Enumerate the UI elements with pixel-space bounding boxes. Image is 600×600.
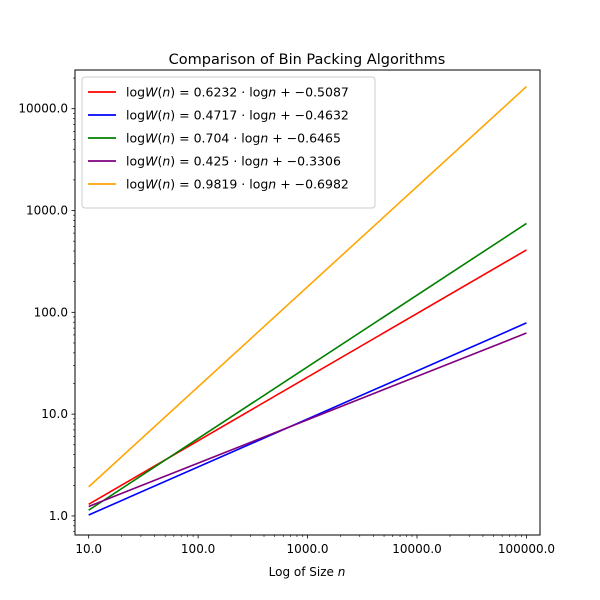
x-tick-label: 100000.0 — [498, 542, 555, 556]
y-tick-label: 10000.0 — [18, 102, 68, 116]
y-tick-label: 1000.0 — [26, 204, 68, 218]
x-tick-label: 100.0 — [181, 542, 215, 556]
legend-label-1: logW(n) = 0.6232 · logn + −0.5087 — [126, 85, 349, 100]
legend-label-3: logW(n) = 0.704 · logn + −0.6465 — [126, 131, 341, 146]
legend-box — [81, 76, 376, 209]
x-axis-label-variable: n — [338, 565, 346, 579]
series-line-4 — [88, 332, 527, 508]
y-axis-ticks: 1.0 10.0 100.0 1000.0 10000.0 — [18, 77, 75, 533]
series-line-3 — [88, 222, 527, 511]
legend-items: logW(n) = 0.6232 · logn + −0.5087 logW(n)… — [88, 85, 349, 192]
y-tick-label: 100.0 — [34, 305, 68, 319]
y-tick-label: 10.0 — [41, 407, 68, 421]
chart-title: Comparison of Bin Packing Algorithms — [169, 52, 446, 68]
x-tick-label: 10000.0 — [392, 542, 442, 556]
legend: logW(n) = 0.6232 · logn + −0.5087 logW(n)… — [81, 76, 376, 209]
x-axis-label-text: Log of Size — [269, 565, 334, 579]
x-axis-label: Log of Size n — [269, 565, 346, 579]
legend-label-2: logW(n) = 0.4717 · logn + −0.4632 — [126, 108, 349, 123]
legend-label-4: logW(n) = 0.425 · logn + −0.3306 — [126, 154, 341, 169]
y-tick-label: 1.0 — [49, 509, 68, 523]
x-axis-ticks: 10.0 100.0 1000.0 10000.0 100000.0 — [75, 535, 555, 556]
x-tick-label: 10.0 — [75, 542, 102, 556]
series-layer — [88, 85, 527, 516]
series-line-5 — [88, 85, 527, 488]
legend-label-5: logW(n) = 0.9819 · logn + −0.6982 — [126, 177, 349, 192]
x-tick-label: 1000.0 — [287, 542, 329, 556]
